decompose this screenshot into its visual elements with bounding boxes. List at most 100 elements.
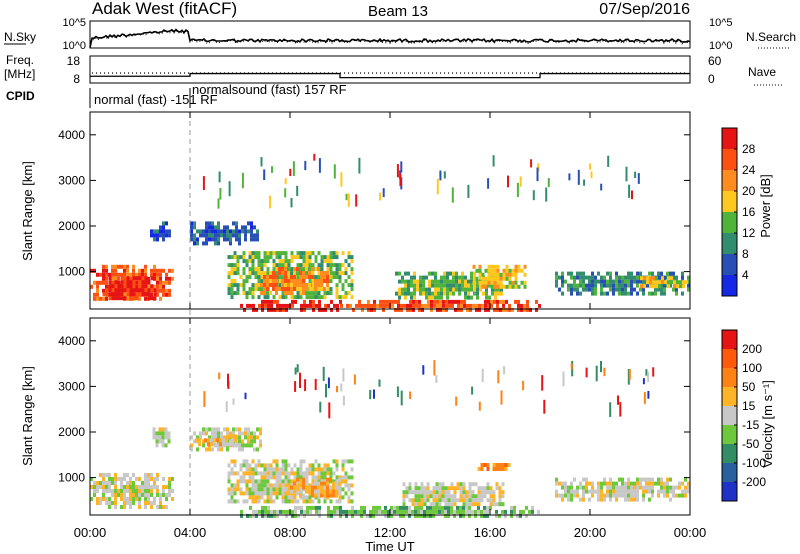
- heatmap-cell: [490, 276, 494, 281]
- heatmap-cell: [236, 267, 240, 272]
- heatmap-cell: [281, 271, 284, 275]
- heatmap-cell: [217, 198, 220, 209]
- heatmap-cell: [447, 494, 451, 499]
- heatmap-cell: [335, 267, 339, 272]
- heatmap-cell: [155, 431, 159, 436]
- heatmap-cell: [108, 280, 112, 285]
- heatmap-cell: [495, 502, 499, 507]
- heatmap-cell: [431, 291, 434, 296]
- heatmap-cell: [564, 485, 567, 490]
- heatmap-cell: [561, 279, 564, 284]
- heatmap-cell: [168, 229, 171, 234]
- heatmap-cell: [266, 295, 270, 300]
- heatmap-cell: [287, 259, 291, 264]
- heatmap-cell: [198, 442, 201, 447]
- heatmap-cell: [514, 280, 518, 285]
- heatmap-cell: [642, 287, 645, 292]
- heatmap-cell: [219, 188, 222, 200]
- heatmap-cell: [266, 287, 269, 291]
- heatmap-cell: [305, 471, 309, 476]
- heatmap-cell: [260, 483, 264, 488]
- heatmap-cell: [573, 493, 576, 498]
- heatmap-cell: [329, 467, 333, 472]
- heatmap-cell: [266, 467, 270, 472]
- heatmap-cell: [158, 431, 162, 436]
- heatmap-cell: [296, 475, 300, 480]
- heatmap-cell: [293, 271, 296, 275]
- heatmap-cell: [165, 221, 168, 226]
- heatmap-cell: [144, 497, 147, 501]
- heatmap-cell: [126, 296, 129, 301]
- heatmap-cell: [260, 479, 264, 484]
- heatmap-cell: [141, 280, 145, 285]
- heatmap-cell: [218, 372, 221, 380]
- heatmap-cell: [468, 482, 472, 487]
- heatmap-cell: [444, 513, 447, 518]
- heatmap-cell: [245, 463, 249, 468]
- velocity-colorbar-tick-label: 15: [742, 399, 756, 413]
- heatmap-cell: [630, 481, 633, 486]
- heatmap-cell: [570, 271, 573, 276]
- heatmap-cell: [165, 276, 168, 281]
- heatmap-cell: [276, 307, 279, 312]
- heatmap-cell: [378, 379, 381, 387]
- heatmap-cell: [475, 268, 479, 273]
- heatmap-cell: [395, 271, 398, 276]
- heatmap-cell: [227, 463, 231, 468]
- heatmap-cell: [275, 463, 279, 468]
- heatmap-cell: [117, 292, 121, 297]
- heatmap-cell: [416, 287, 419, 292]
- heatmap-cell: [138, 296, 141, 301]
- heatmap-cell: [420, 486, 424, 491]
- heatmap-cell: [486, 490, 490, 495]
- heatmap-cell: [123, 505, 126, 509]
- heatmap-cell: [501, 463, 505, 467]
- heatmap-cell: [338, 485, 341, 490]
- heatmap-cell: [251, 259, 255, 264]
- heatmap-cell: [284, 251, 288, 256]
- heatmap-cell: [447, 490, 451, 495]
- heatmap-cell: [439, 170, 442, 181]
- heatmap-cell: [624, 497, 627, 502]
- heatmap-cell: [269, 463, 273, 468]
- heatmap-cell: [252, 513, 255, 518]
- heatmap-cell: [114, 481, 117, 485]
- heatmap-cell: [123, 493, 126, 497]
- heatmap-cell: [672, 493, 675, 498]
- heatmap-cell: [327, 509, 330, 514]
- heatmap-cell: [378, 505, 381, 510]
- heatmap-cell: [108, 296, 112, 301]
- heatmap-cell: [150, 477, 153, 481]
- heatmap-cell: [510, 505, 513, 510]
- heatmap-cell: [208, 427, 211, 432]
- heatmap-cell: [329, 477, 332, 482]
- heatmap-cell: [105, 284, 108, 289]
- heatmap-cell: [96, 296, 99, 301]
- heatmap-cell: [93, 296, 96, 301]
- velocity-colorbar-tick-label: -50: [742, 437, 760, 451]
- heatmap-cell: [340, 303, 343, 308]
- heatmap-cell: [588, 275, 591, 280]
- heatmap-cell: [232, 431, 235, 436]
- heatmap-cell: [332, 481, 335, 486]
- heatmap-cell: [603, 367, 606, 377]
- heatmap-cell: [484, 276, 488, 281]
- heatmap-cell: [501, 482, 505, 487]
- heatmap-cell: [344, 279, 348, 284]
- heatmap-cell: [450, 498, 454, 503]
- heatmap-cell: [444, 486, 448, 491]
- heatmap-cell: [251, 459, 255, 464]
- heatmap-cell: [489, 490, 493, 495]
- nave-tick-high: 60: [708, 54, 722, 68]
- heatmap-cell: [278, 479, 282, 484]
- heatmap-cell: [333, 505, 336, 510]
- heatmap-cell: [642, 485, 645, 490]
- heatmap-cell: [564, 493, 567, 498]
- heatmap-cell: [254, 483, 258, 488]
- heatmap-cell: [648, 481, 651, 486]
- heatmap-cell: [296, 279, 299, 283]
- heatmap-cell: [480, 467, 484, 471]
- heatmap-cell: [523, 272, 527, 277]
- heatmap-cell: [344, 479, 348, 484]
- heatmap-cell: [336, 303, 339, 308]
